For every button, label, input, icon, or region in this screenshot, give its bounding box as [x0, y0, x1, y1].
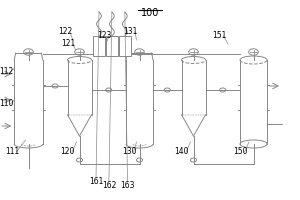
Text: 163: 163: [120, 182, 135, 190]
Text: 131: 131: [123, 27, 138, 36]
Text: 151: 151: [212, 31, 226, 40]
Text: 130: 130: [122, 148, 136, 156]
Text: 100: 100: [141, 8, 159, 18]
Bar: [106, 36, 118, 56]
Text: 120: 120: [60, 148, 75, 156]
Text: 140: 140: [174, 148, 189, 156]
Bar: [119, 36, 130, 56]
Text: 162: 162: [102, 182, 116, 190]
Text: 161: 161: [89, 178, 103, 186]
Text: 150: 150: [233, 148, 247, 156]
Text: 112: 112: [0, 68, 13, 76]
Text: 122: 122: [58, 27, 73, 36]
Text: 123: 123: [97, 31, 112, 40]
Bar: [93, 36, 105, 56]
Text: 121: 121: [61, 40, 76, 48]
Text: 110: 110: [0, 99, 13, 108]
Text: 111: 111: [5, 148, 19, 156]
